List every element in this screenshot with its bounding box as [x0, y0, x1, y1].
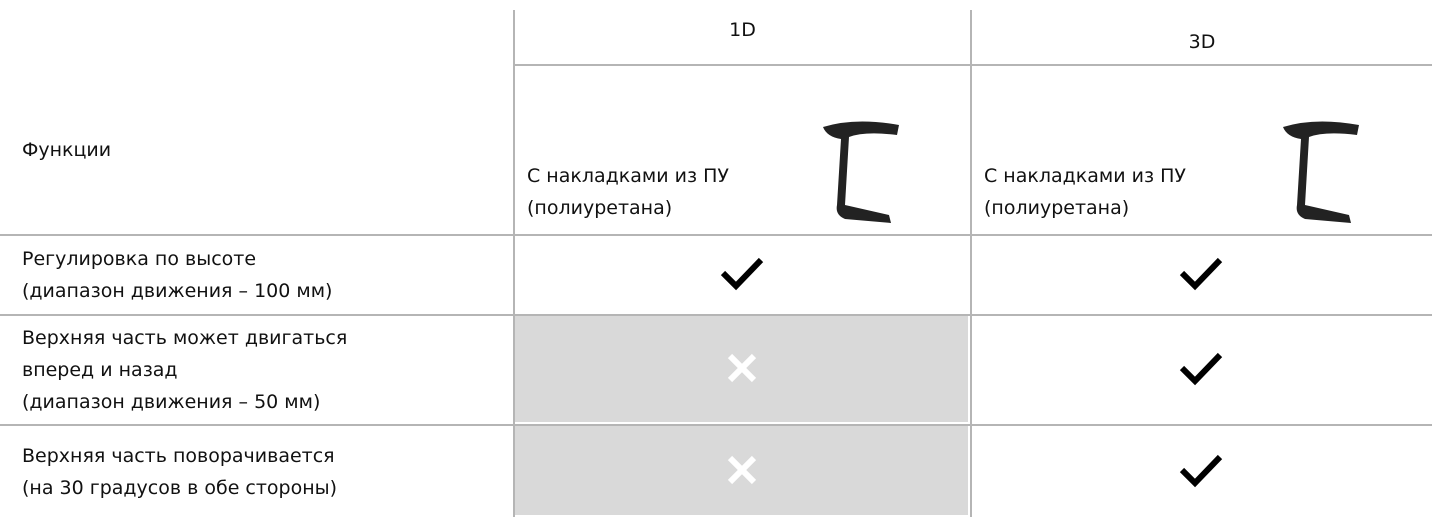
check-icon: [1179, 257, 1223, 291]
column-header: 3D: [1188, 31, 1216, 53]
feature-label: Верхняя часть может двигаться: [22, 327, 348, 349]
header-divider: [513, 64, 1432, 66]
variant-label: (полиуретана): [984, 197, 1130, 219]
check-icon: [1179, 454, 1223, 487]
feature-label: вперед и назад: [22, 359, 178, 381]
column-divider: [513, 10, 515, 517]
feature-label: Верхняя часть поворачивается: [22, 444, 335, 467]
row-divider: [0, 234, 1432, 236]
armrest-image: [1283, 121, 1359, 223]
armrest-image: [823, 121, 899, 223]
feature-label: (на 30 градусов в обе стороны): [22, 476, 338, 499]
column-divider: [970, 10, 972, 517]
feature-header: Функции: [22, 139, 112, 161]
variant-label: С накладками из ПУ: [984, 165, 1186, 187]
feature-label: (диапазон движения – 50 мм): [22, 391, 321, 413]
row-divider: [0, 314, 1432, 316]
column-header: 1D: [729, 19, 756, 41]
cross-icon: [727, 353, 756, 383]
variant-label: (полиуретана): [527, 197, 673, 219]
variant-label: С накладками из ПУ: [527, 165, 729, 187]
feature-label: (диапазон движения – 100 мм): [22, 280, 333, 302]
cross-icon: [727, 455, 756, 484]
check-icon: [720, 257, 763, 291]
feature-label: Регулировка по высоте: [22, 248, 257, 270]
check-icon: [1179, 352, 1223, 386]
row-divider: [0, 424, 1432, 426]
